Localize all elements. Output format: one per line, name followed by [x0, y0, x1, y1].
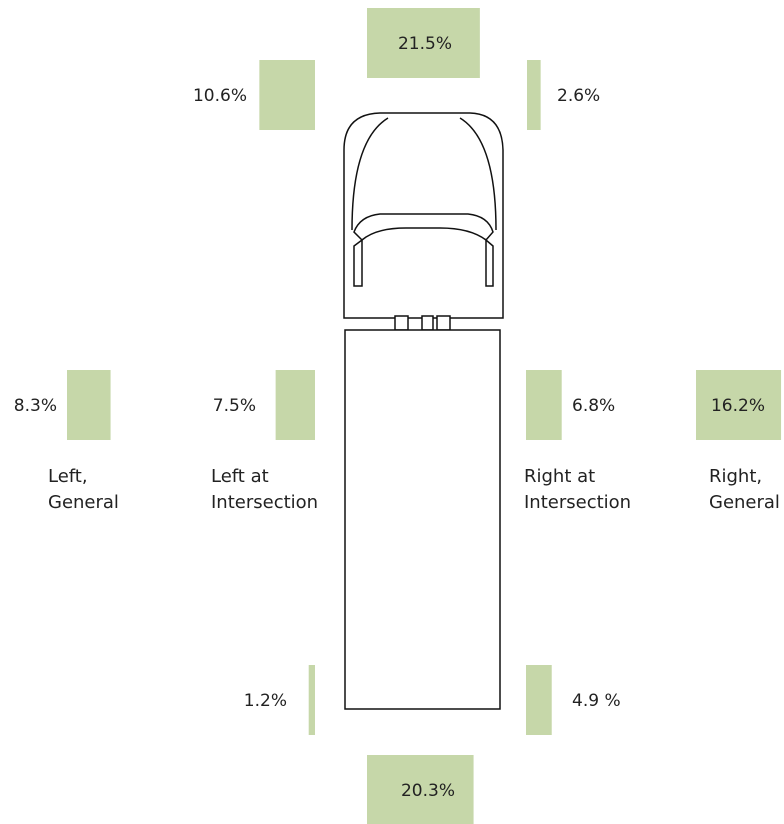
bar	[276, 370, 315, 440]
value-label: 16.2%	[711, 396, 765, 416]
bar	[309, 665, 315, 735]
value-label: 2.6%	[557, 86, 600, 106]
value-label: 1.2%	[244, 691, 287, 711]
category-label: Right at Intersection	[524, 464, 649, 516]
truck	[344, 113, 503, 709]
diagram: 21.5% 10.6% 2.6% 8.3% 7.5% 6.8% 16.2% 1.2% 4.9 %…	[0, 0, 784, 824]
value-label: 10.6%	[193, 86, 247, 106]
bar	[526, 665, 552, 735]
value-label: 20.3%	[401, 781, 455, 801]
bar	[527, 60, 541, 130]
value-label: 6.8%	[572, 396, 615, 416]
chart: 21.5% 10.6% 2.6% 8.3% 7.5% 6.8% 16.2% 1.2% 4.9 %…	[0, 0, 784, 824]
category-label: Right, General	[709, 464, 784, 516]
value-label: 7.5%	[213, 396, 256, 416]
value-label: 8.3%	[14, 396, 57, 416]
bar	[526, 370, 562, 440]
category-label: Left, General	[48, 464, 138, 516]
category-label: Left at Intersection	[211, 464, 336, 516]
value-label: 4.9 %	[572, 691, 621, 711]
bar	[67, 370, 111, 440]
bar	[259, 60, 315, 130]
value-label: 21.5%	[398, 34, 452, 54]
